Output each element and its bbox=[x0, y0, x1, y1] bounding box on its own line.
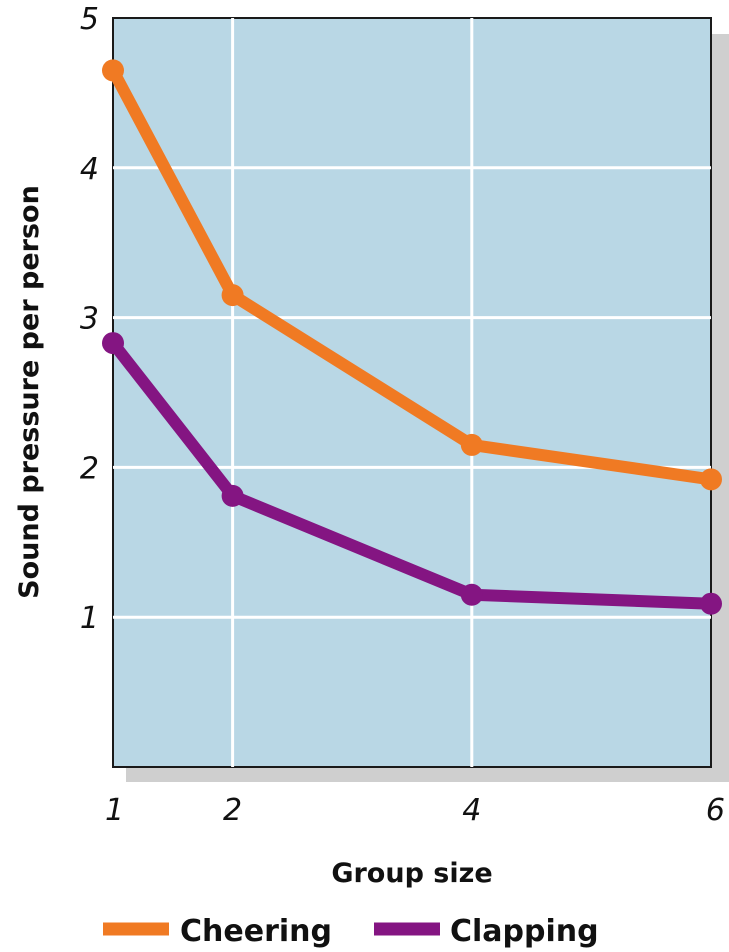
y-tick-label: 4 bbox=[80, 152, 99, 187]
x-tick-label: 6 bbox=[706, 793, 725, 828]
legend: Cheering Clapping bbox=[103, 914, 599, 949]
series-line-cheering bbox=[107, 64, 717, 486]
series-line-clapping bbox=[107, 337, 717, 610]
y-tick-label: 5 bbox=[80, 2, 99, 37]
data-point-clapping bbox=[460, 583, 483, 606]
y-tick-label: 3 bbox=[80, 302, 99, 337]
x-tick-label: 4 bbox=[462, 793, 481, 828]
x-tick-label: 1 bbox=[105, 793, 124, 828]
x-axis-title: Group size bbox=[331, 858, 492, 889]
y-axis-title: Sound pressure per person bbox=[14, 185, 45, 599]
series-layer bbox=[102, 59, 722, 615]
legend-label-cheering: Cheering bbox=[180, 914, 332, 949]
data-point-cheering bbox=[460, 433, 483, 456]
y-tick-label: 2 bbox=[80, 451, 99, 486]
data-point-cheering bbox=[221, 284, 244, 307]
plot-area bbox=[112, 17, 712, 768]
y-tick-labels: 1 2 3 4 5 bbox=[80, 2, 99, 636]
data-point-clapping bbox=[102, 332, 124, 355]
data-point-cheering bbox=[102, 59, 124, 82]
y-tick-label: 1 bbox=[80, 601, 99, 636]
legend-label-clapping: Clapping bbox=[450, 914, 599, 949]
x-tick-labels: 1 2 4 6 bbox=[105, 793, 725, 828]
data-point-clapping bbox=[221, 484, 244, 507]
data-point-cheering bbox=[700, 468, 722, 491]
x-tick-label: 2 bbox=[223, 793, 242, 828]
data-point-clapping bbox=[700, 592, 722, 615]
